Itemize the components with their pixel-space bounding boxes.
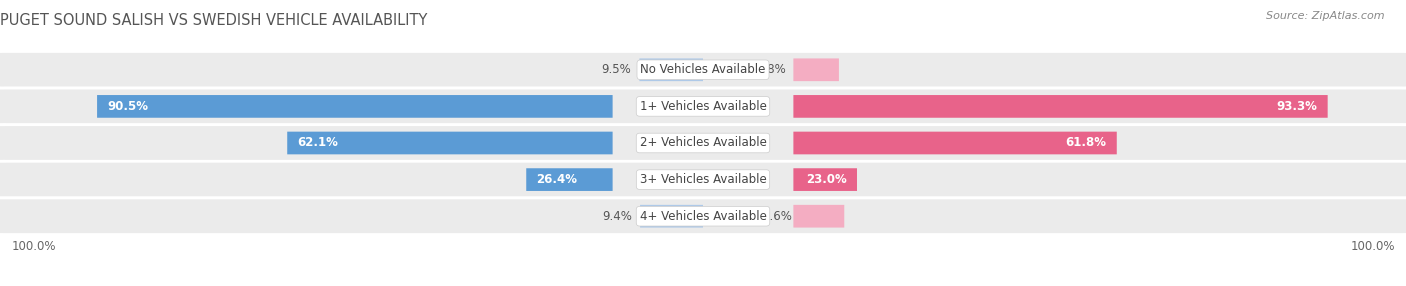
FancyBboxPatch shape [793, 168, 858, 191]
Text: 26.4%: 26.4% [536, 173, 578, 186]
Text: 23.0%: 23.0% [806, 173, 846, 186]
FancyBboxPatch shape [287, 132, 613, 154]
Text: 4+ Vehicles Available: 4+ Vehicles Available [640, 210, 766, 223]
FancyBboxPatch shape [0, 88, 1406, 125]
Text: 2+ Vehicles Available: 2+ Vehicles Available [640, 136, 766, 150]
FancyBboxPatch shape [793, 58, 839, 81]
Text: 3+ Vehicles Available: 3+ Vehicles Available [640, 173, 766, 186]
Text: 7.6%: 7.6% [762, 210, 792, 223]
Text: 93.3%: 93.3% [1277, 100, 1317, 113]
FancyBboxPatch shape [0, 51, 1406, 88]
Text: 61.8%: 61.8% [1066, 136, 1107, 150]
Text: 6.8%: 6.8% [756, 63, 786, 76]
FancyBboxPatch shape [97, 95, 613, 118]
FancyBboxPatch shape [0, 125, 1406, 161]
FancyBboxPatch shape [793, 95, 1327, 118]
Text: No Vehicles Available: No Vehicles Available [640, 63, 766, 76]
Text: 62.1%: 62.1% [297, 136, 339, 150]
FancyBboxPatch shape [0, 161, 1406, 198]
Text: Source: ZipAtlas.com: Source: ZipAtlas.com [1267, 11, 1385, 21]
FancyBboxPatch shape [640, 205, 703, 228]
FancyBboxPatch shape [793, 205, 844, 228]
Text: 9.5%: 9.5% [602, 63, 631, 76]
Text: PUGET SOUND SALISH VS SWEDISH VEHICLE AVAILABILITY: PUGET SOUND SALISH VS SWEDISH VEHICLE AV… [0, 13, 427, 28]
FancyBboxPatch shape [640, 58, 703, 81]
Text: 90.5%: 90.5% [107, 100, 148, 113]
FancyBboxPatch shape [793, 132, 1116, 154]
FancyBboxPatch shape [0, 198, 1406, 235]
Text: 9.4%: 9.4% [602, 210, 633, 223]
FancyBboxPatch shape [526, 168, 613, 191]
Text: 1+ Vehicles Available: 1+ Vehicles Available [640, 100, 766, 113]
